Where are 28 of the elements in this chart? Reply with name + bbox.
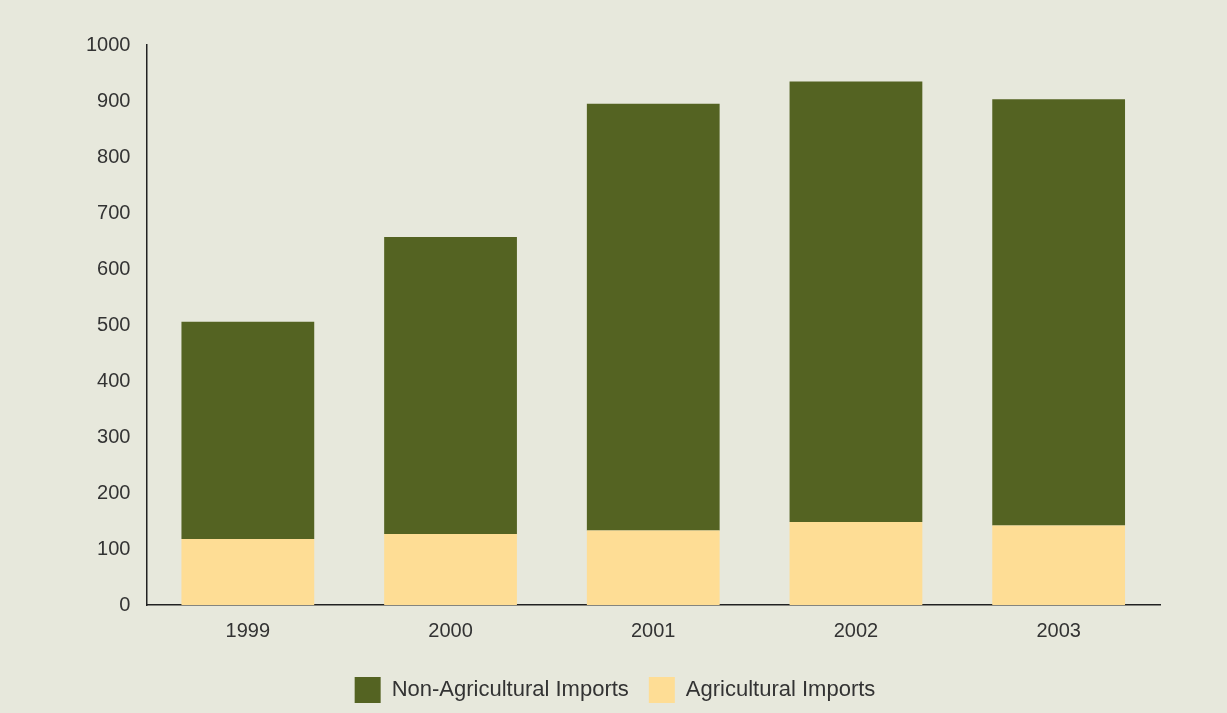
y-tick-label: 700: [97, 200, 131, 223]
y-tick-label: 1000: [85, 32, 131, 55]
y-tick-label: 900: [97, 88, 131, 111]
y-tick-label: 200: [97, 480, 131, 503]
bar: [789, 522, 923, 605]
bar: [992, 99, 1126, 526]
legend-label: Non-Agricultural Imports: [391, 676, 629, 702]
bar: [789, 81, 923, 523]
bar: [384, 237, 517, 534]
bar: [586, 530, 720, 605]
y-tick-label: 0: [119, 592, 131, 615]
y-tick-label: 800: [97, 144, 131, 167]
x-tick-label: 2003: [1036, 618, 1081, 641]
bar: [181, 538, 315, 605]
legend-label: Agricultural Imports: [685, 676, 876, 702]
y-tick-label: 500: [97, 312, 131, 335]
x-tick-label: 2002: [833, 618, 879, 641]
y-tick-label: 600: [97, 256, 131, 279]
y-tick-label: 100: [97, 536, 131, 559]
bar: [992, 525, 1126, 605]
y-tick-label: 400: [97, 368, 131, 391]
bar: [586, 103, 720, 531]
x-tick-label: 2001: [631, 618, 676, 641]
bar: [384, 533, 517, 605]
x-tick-label: 2000: [428, 618, 473, 641]
x-tick-label: 1999: [225, 618, 271, 641]
y-tick-label: 300: [97, 424, 131, 447]
bar: [181, 321, 315, 539]
